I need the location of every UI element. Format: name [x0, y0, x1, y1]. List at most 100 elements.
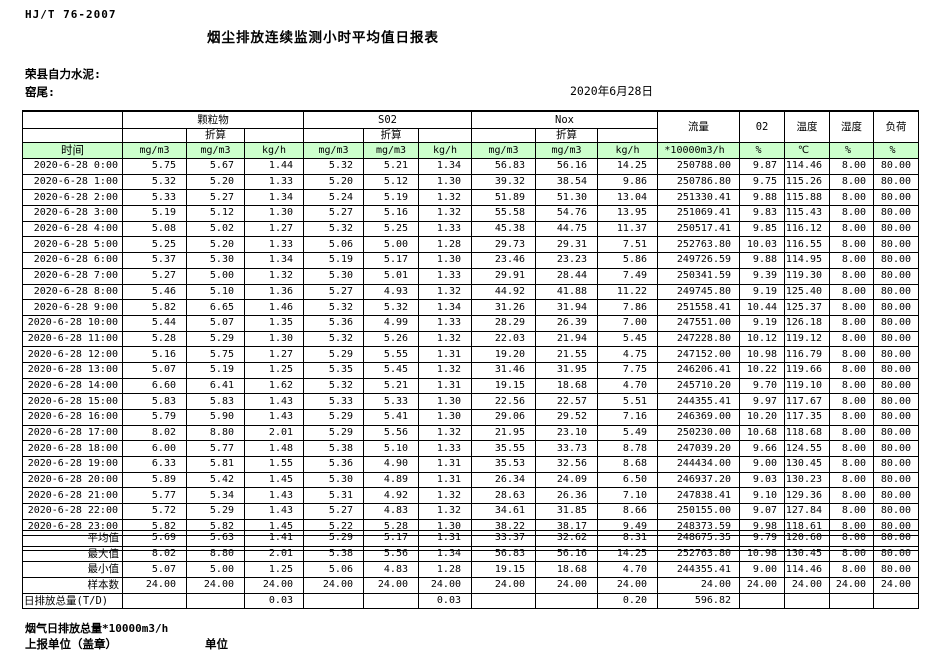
summary-value-cell: 24.00	[363, 577, 419, 594]
value-cell: 10.12	[739, 330, 786, 348]
summary-value-cell: 24.00	[535, 577, 598, 594]
summary-value-cell: 2.01	[244, 545, 304, 563]
unit-cell: kg/h	[243, 142, 305, 159]
summary-value-cell: 1.41	[244, 530, 304, 547]
value-cell: 14.25	[597, 158, 659, 175]
value-cell: 9.07	[739, 503, 786, 520]
value-cell: 250786.80	[657, 173, 741, 191]
value-cell: 5.89	[122, 471, 187, 489]
value-cell: 119.10	[784, 377, 831, 395]
value-cell: 5.29	[303, 409, 365, 426]
value-cell: 1.30	[418, 252, 473, 269]
value-cell: 1.33	[243, 173, 305, 191]
summary-value-cell	[122, 592, 187, 610]
value-cell: 130.23	[784, 471, 831, 489]
value-cell: 80.00	[873, 299, 920, 316]
summary-value-cell: 24.00	[829, 577, 874, 594]
value-cell: 247152.00	[657, 346, 741, 363]
value-cell: 5.16	[363, 205, 420, 222]
table-row: 2020-6-28 9:00 5.82 6.65 1.46 5.32 5.32 1.34 31…	[22, 299, 920, 316]
time-cell: 2020-6-28 18:00	[22, 440, 123, 458]
value-cell: 6.33	[122, 456, 187, 473]
summary-table: 平均值 5.69 5.63 1.41 5.29 5.17 1.31 33.37 32.62 8.3…	[22, 530, 919, 610]
value-cell: 6.41	[186, 377, 245, 395]
time-cell: 2020-6-28 15:00	[22, 393, 123, 410]
value-cell: 5.21	[363, 377, 420, 395]
value-cell: 21.94	[535, 330, 599, 348]
value-cell: 129.36	[784, 487, 831, 505]
doc-code: HJ/T 76-2007	[25, 8, 117, 21]
value-cell: 31.94	[535, 299, 599, 316]
value-cell: 5.46	[122, 283, 187, 301]
value-cell: 246206.41	[657, 361, 741, 379]
value-cell: 8.00	[829, 314, 875, 332]
summary-value-cell: 32.62	[535, 530, 598, 547]
time-cell: 2020-6-28 17:00	[22, 424, 123, 442]
value-cell: 5.29	[186, 330, 245, 348]
value-cell: 127.84	[784, 503, 831, 520]
value-cell: 5.45	[597, 330, 659, 348]
value-cell: 5.35	[303, 361, 365, 379]
summary-value-cell: 56.16	[535, 545, 598, 563]
value-cell: 1.33	[418, 267, 473, 285]
value-cell: 5.55	[363, 346, 420, 363]
table-row: 2020-6-28 11:00 5.28 5.29 1.30 5.32 5.26 1.32 2…	[22, 330, 920, 348]
value-cell: 32.56	[535, 456, 599, 473]
summary-value-cell	[829, 592, 874, 610]
value-cell: 29.91	[471, 267, 537, 285]
location-label: 窑尾:	[25, 85, 55, 99]
value-cell: 28.29	[471, 314, 537, 332]
value-cell: 8.00	[829, 205, 875, 222]
value-cell: 1.31	[418, 456, 473, 473]
value-cell: 1.32	[418, 205, 473, 222]
value-cell: 114.46	[784, 158, 831, 175]
value-cell: 80.00	[873, 205, 920, 222]
value-cell: 80.00	[873, 236, 920, 254]
value-cell: 250788.00	[657, 158, 741, 175]
value-cell: 5.32	[303, 299, 365, 316]
value-cell: 80.00	[873, 471, 920, 489]
value-cell: 5.30	[186, 252, 245, 269]
value-cell: 4.99	[363, 314, 420, 332]
value-cell: 5.32	[363, 299, 420, 316]
value-cell: 80.00	[873, 267, 920, 285]
table-row: 2020-6-28 0:00 5.75 5.67 1.44 5.32 5.21 1.34 56…	[22, 158, 920, 175]
value-cell: 1.32	[418, 424, 473, 442]
value-cell: 1.62	[243, 377, 305, 395]
time-cell: 2020-6-28 14:00	[22, 377, 123, 395]
table-row: 2020-6-28 21:00 5.77 5.34 1.43 5.31 4.92 1.32 2…	[22, 487, 920, 505]
summary-value-cell: 24.00	[303, 577, 364, 594]
table-row: 2020-6-28 1:00 5.32 5.20 1.33 5.20 5.12 1.30 39…	[22, 173, 920, 191]
value-cell: 7.16	[597, 409, 659, 426]
value-cell: 6.00	[122, 440, 187, 458]
units-header-row: 时间 mg/m3 mg/m3 kg/h mg/m3 mg/m3 kg/h mg/m3 mg/m3…	[22, 142, 920, 159]
value-cell: 22.03	[471, 330, 537, 348]
value-cell: 5.10	[363, 440, 420, 458]
table-row: 2020-6-28 18:00 6.00 5.77 1.48 5.38 5.10 1.33 3…	[22, 440, 920, 458]
summary-value-cell: 130.45	[784, 545, 830, 563]
value-cell: 5.27	[303, 503, 365, 520]
value-cell: 7.75	[597, 361, 659, 379]
value-cell: 21.55	[535, 346, 599, 363]
value-cell: 5.32	[122, 173, 187, 191]
unit-label: 单位	[205, 637, 228, 651]
value-cell: 249745.80	[657, 283, 741, 301]
value-cell: 8.00	[829, 377, 875, 395]
value-cell: 9.39	[739, 267, 786, 285]
value-cell: 247039.20	[657, 440, 741, 458]
value-cell: 18.68	[535, 377, 599, 395]
time-cell: 2020-6-28 8:00	[22, 283, 123, 301]
value-cell: 5.12	[186, 205, 245, 222]
time-cell: 2020-6-28 22:00	[22, 503, 123, 520]
value-cell: 115.43	[784, 205, 831, 222]
value-cell: 8.00	[829, 299, 875, 316]
value-cell: 51.30	[535, 189, 599, 207]
time-cell: 2020-6-28 19:00	[22, 456, 123, 473]
value-cell: 28.44	[535, 267, 599, 285]
value-cell: 33.73	[535, 440, 599, 458]
value-cell: 39.32	[471, 173, 537, 191]
value-cell: 1.27	[243, 346, 305, 363]
table-row: 2020-6-28 15:00 5.83 5.83 1.43 5.33 5.33 1.30 2…	[22, 393, 920, 410]
summary-value-cell: 252763.80	[657, 545, 740, 563]
value-cell: 1.30	[418, 409, 473, 426]
